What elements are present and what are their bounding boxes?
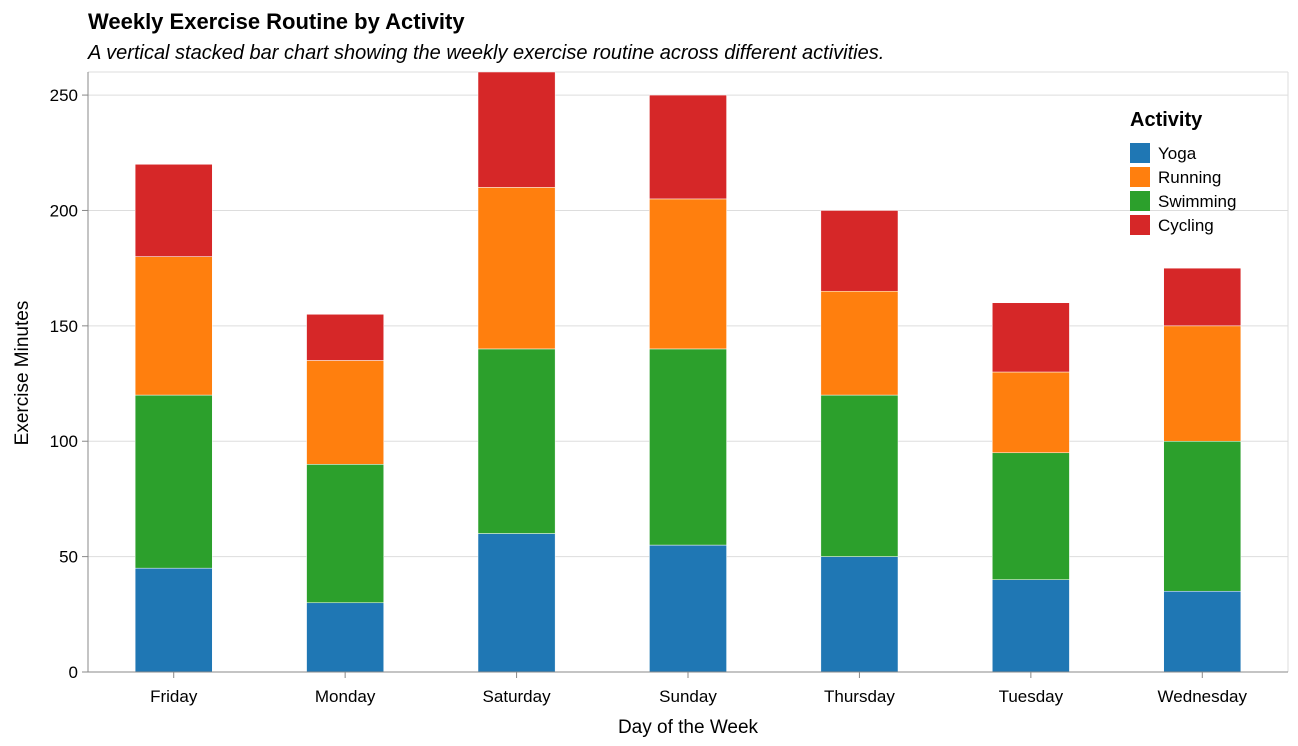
legend-label-cycling: Cycling [1158, 216, 1214, 235]
y-tick-label: 0 [69, 663, 78, 682]
y-axis-title: Exercise Minutes [12, 301, 33, 446]
bar-friday-running [134, 256, 213, 396]
bar-wednesday-running [1163, 325, 1242, 442]
chart-title: Weekly Exercise Routine by Activity [88, 9, 465, 34]
legend-swatch-yoga [1130, 143, 1150, 163]
legend: Activity Yoga Running Swimming Cycling [1130, 109, 1236, 235]
bar-saturday-running [477, 187, 556, 350]
legend-swatch-swimming [1130, 191, 1150, 211]
chart-subtitle: A vertical stacked bar chart showing the… [87, 42, 884, 64]
legend-title: Activity [1130, 109, 1203, 131]
bar-sunday-yoga [649, 544, 727, 673]
bar-friday-swimming [134, 394, 213, 569]
y-tick-label: 200 [50, 201, 78, 220]
bar-wednesday-yoga [1163, 590, 1242, 673]
bar-tuesday-swimming [992, 452, 1070, 580]
bar-thursday-running [820, 290, 899, 396]
bar-tuesday-cycling [992, 302, 1070, 373]
y-tick-label: 100 [50, 432, 78, 451]
bar-thursday-swimming [820, 394, 899, 557]
bar-tuesday-running [992, 371, 1070, 454]
legend-label-yoga: Yoga [1158, 144, 1197, 163]
y-tick-label: 50 [59, 548, 78, 567]
bars [134, 71, 1242, 673]
legend-label-running: Running [1158, 168, 1221, 187]
x-tick-label: Wednesday [1158, 687, 1248, 706]
bar-tuesday-yoga [992, 579, 1070, 673]
bar-saturday-swimming [477, 348, 556, 534]
x-tick-label: Saturday [483, 687, 552, 706]
x-tick-label: Thursday [824, 687, 895, 706]
bar-thursday-yoga [820, 556, 899, 673]
y-tick-label: 150 [50, 317, 78, 336]
legend-label-swimming: Swimming [1158, 192, 1236, 211]
x-tick-label: Friday [150, 687, 198, 706]
legend-swatch-cycling [1130, 215, 1150, 235]
legend-swatch-running [1130, 167, 1150, 187]
y-tick-label: 250 [50, 86, 78, 105]
bar-monday-cycling [306, 314, 384, 361]
bar-thursday-cycling [820, 210, 899, 292]
x-tick-label: Sunday [659, 687, 717, 706]
bar-wednesday-swimming [1163, 440, 1242, 592]
bar-sunday-swimming [649, 348, 727, 546]
bar-monday-running [306, 360, 384, 465]
bar-monday-swimming [306, 464, 384, 604]
bar-monday-yoga [306, 602, 384, 673]
axes: 0 50 100 150 200 250 Friday Monday Saturday Sunda… [50, 72, 1288, 706]
bar-saturday-cycling [477, 71, 556, 188]
x-tick-label: Monday [315, 687, 376, 706]
bar-wednesday-cycling [1163, 267, 1242, 327]
x-axis-title: Day of the Week [618, 717, 759, 738]
bar-saturday-yoga [477, 533, 556, 673]
bar-friday-cycling [134, 164, 213, 257]
x-tick-label: Tuesday [999, 687, 1064, 706]
bar-friday-yoga [134, 567, 213, 673]
bar-sunday-running [649, 198, 727, 350]
bar-sunday-cycling [649, 94, 727, 200]
